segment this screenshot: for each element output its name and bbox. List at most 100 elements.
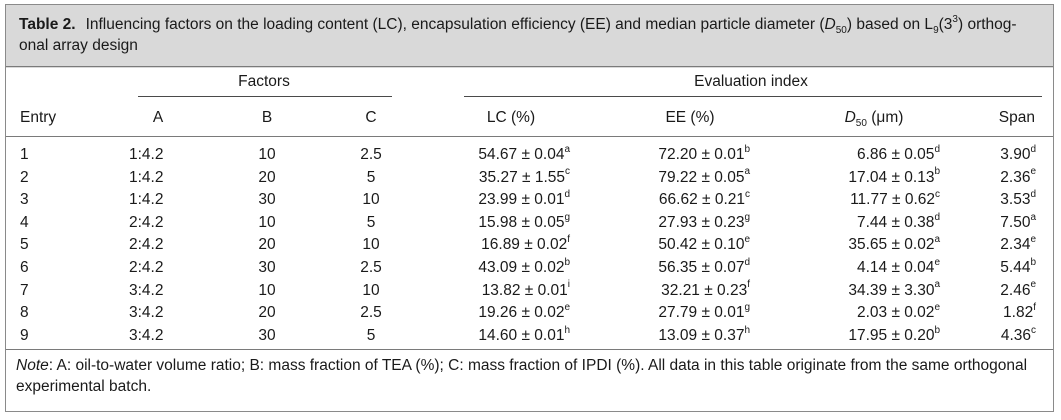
header-top-rule bbox=[6, 66, 1053, 67]
cell-value: 3.90 bbox=[1000, 146, 1031, 163]
cell-b: 10 bbox=[258, 146, 275, 164]
cell-value: 35.27 ± 1.55 bbox=[478, 168, 565, 186]
significance-letter: g bbox=[744, 302, 750, 314]
cell-a: 1:4.2 bbox=[129, 191, 163, 209]
cell-value: 10 bbox=[258, 213, 276, 231]
cell-b: 20 bbox=[258, 169, 275, 187]
significance-letter: d bbox=[744, 256, 750, 268]
cell-lc: 23.99 ± 0.01d bbox=[478, 190, 570, 209]
col-header-ee: EE (%) bbox=[665, 109, 715, 126]
col-header-d50-sub: 50 bbox=[855, 118, 867, 130]
cell-value: 50.42 ± 0.10 bbox=[658, 236, 745, 254]
cell-value: 19.26 ± 0.02 bbox=[478, 304, 565, 322]
significance-letter: d bbox=[934, 211, 940, 223]
cell-b: 30 bbox=[258, 191, 275, 209]
col-header-entry: Entry bbox=[20, 109, 57, 126]
cell-a: 3:4.2 bbox=[129, 282, 163, 300]
cell-ee: 50.42 ± 0.10e bbox=[658, 235, 750, 254]
cell-value: 7 bbox=[20, 281, 29, 299]
note-text: : A: oil-to-water volume ratio; B: mass … bbox=[16, 357, 1028, 395]
significance-letter: c bbox=[935, 189, 940, 201]
significance-letter: b bbox=[744, 143, 750, 155]
cell-entry: 8 bbox=[20, 304, 29, 322]
cell-value: 56.35 ± 0.07 bbox=[658, 259, 745, 276]
cell-value: 8 bbox=[20, 304, 29, 322]
col-header-b: B bbox=[261, 109, 273, 126]
cell-value: 43.09 ± 0.02 bbox=[478, 259, 565, 276]
cell-entry: 3 bbox=[20, 191, 29, 209]
cell-value: 3:4.2 bbox=[129, 281, 164, 299]
cell-value: 5 bbox=[366, 213, 376, 231]
cell-entry: 5 bbox=[20, 236, 29, 254]
cell-value: 2:4.2 bbox=[129, 236, 164, 254]
cell-value: 30 bbox=[258, 326, 276, 344]
significance-letter: b bbox=[934, 324, 940, 336]
cell-value: 5.44 bbox=[1000, 259, 1031, 276]
cell-value: 34.39 ± 3.30 bbox=[848, 281, 935, 299]
cell-value: 1:4.2 bbox=[129, 191, 164, 209]
significance-letter: e bbox=[934, 256, 940, 268]
cell-b: 20 bbox=[258, 236, 275, 254]
significance-letter: e bbox=[1030, 234, 1036, 246]
significance-letter: e bbox=[1030, 279, 1036, 291]
cell-value: 2.03 ± 0.02 bbox=[856, 304, 935, 322]
cell-value: 13.82 ± 0.01 bbox=[481, 281, 568, 299]
caption-l-open: (3 bbox=[938, 16, 953, 33]
significance-letter: a bbox=[564, 143, 570, 155]
cell-value: 2:4.2 bbox=[129, 213, 164, 231]
cell-value: 3:4.2 bbox=[129, 326, 164, 344]
factors-rule bbox=[138, 96, 392, 97]
significance-letter: b bbox=[564, 256, 570, 268]
cell-c: 10 bbox=[362, 282, 379, 300]
cell-value: 1:4.2 bbox=[129, 168, 164, 186]
cell-value: 1:4.2 bbox=[129, 146, 164, 163]
significance-letter: d bbox=[1030, 189, 1036, 201]
cell-value: 7.44 ± 0.38 bbox=[856, 213, 935, 231]
cell-lc: 15.98 ± 0.05g bbox=[478, 212, 570, 232]
cell-value: 20 bbox=[258, 304, 276, 322]
significance-letter: h bbox=[564, 324, 570, 336]
cell-value: 30 bbox=[258, 259, 276, 276]
cell-value: 3.53 bbox=[1000, 191, 1031, 209]
cell-c: 10 bbox=[362, 191, 379, 209]
cell-value: 2.5 bbox=[360, 146, 382, 163]
significance-letter: e bbox=[1030, 166, 1036, 178]
col-header-c: C bbox=[365, 109, 377, 126]
significance-letter: d bbox=[1030, 143, 1036, 155]
significance-letter: d bbox=[934, 143, 940, 155]
group-header-evaluation: Evaluation index bbox=[694, 73, 808, 90]
significance-letter: e bbox=[934, 302, 940, 314]
cell-span: 1.82f bbox=[1003, 303, 1036, 322]
cell-lc: 16.89 ± 0.02f bbox=[481, 235, 570, 254]
cell-span: 3.53d bbox=[1000, 189, 1036, 209]
evaluation-rule bbox=[464, 96, 1042, 97]
significance-letter: f bbox=[747, 279, 750, 291]
cell-value: 79.22 ± 0.05 bbox=[658, 168, 745, 186]
caption-label: Table 2. bbox=[19, 16, 76, 33]
cell-span: 2.34e bbox=[1000, 234, 1036, 254]
cell-value: 20 bbox=[258, 168, 276, 186]
table-frame: Table 2. Influencing factors on the loadi… bbox=[5, 4, 1054, 412]
cell-span: 2.46e bbox=[1000, 279, 1036, 300]
cell-value: 2.46 bbox=[1000, 281, 1031, 299]
cell-value: 1 bbox=[20, 146, 29, 163]
cell-entry: 1 bbox=[20, 146, 29, 164]
cell-value: 16.89 ± 0.02 bbox=[481, 236, 568, 254]
significance-letter: a bbox=[934, 279, 940, 291]
cell-entry: 6 bbox=[20, 259, 29, 277]
significance-letter: b bbox=[1030, 256, 1036, 268]
significance-letter: a bbox=[1030, 211, 1036, 223]
cell-a: 1:4.2 bbox=[129, 169, 163, 187]
cell-a: 3:4.2 bbox=[129, 327, 163, 345]
cell-value: 30 bbox=[258, 191, 276, 209]
cell-entry: 9 bbox=[20, 327, 29, 345]
cell-ee: 66.62 ± 0.21c bbox=[659, 190, 750, 209]
cell-b: 10 bbox=[258, 214, 275, 232]
cell-value: 10 bbox=[258, 146, 276, 163]
significance-letter: c bbox=[565, 166, 570, 178]
caption-d-sub: 50 bbox=[835, 25, 847, 37]
cell-c: 2.5 bbox=[360, 146, 382, 164]
caption-text-after: ) orthog- bbox=[957, 16, 1017, 33]
cell-d50: 7.44 ± 0.38d bbox=[856, 211, 940, 232]
cell-value: 10 bbox=[362, 281, 380, 299]
